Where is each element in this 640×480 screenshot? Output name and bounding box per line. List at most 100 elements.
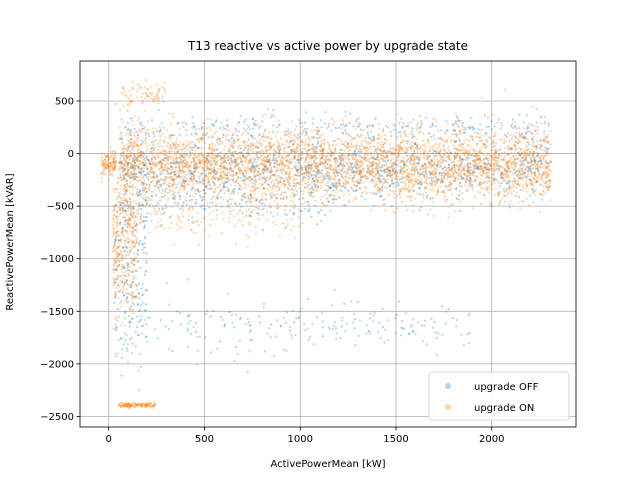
data-point xyxy=(328,177,331,181)
data-point xyxy=(396,113,399,116)
data-point xyxy=(484,146,487,149)
data-point xyxy=(129,117,132,120)
data-point xyxy=(476,165,479,168)
data-point xyxy=(296,169,299,172)
data-point xyxy=(185,140,188,143)
data-point xyxy=(489,136,492,139)
data-point xyxy=(249,134,252,137)
data-point xyxy=(192,122,195,125)
data-point xyxy=(443,144,446,147)
data-point xyxy=(379,166,382,169)
data-point xyxy=(125,296,128,299)
data-point xyxy=(372,156,375,160)
data-point xyxy=(217,167,220,171)
data-point xyxy=(429,198,432,201)
data-point xyxy=(494,156,497,159)
data-point xyxy=(434,171,437,174)
data-point xyxy=(457,178,460,181)
data-point xyxy=(404,155,407,158)
data-point xyxy=(268,131,271,134)
data-point xyxy=(425,196,428,199)
data-point xyxy=(177,166,180,169)
data-point xyxy=(145,162,148,165)
data-point xyxy=(294,188,298,191)
data-point xyxy=(174,157,177,160)
data-point xyxy=(453,133,456,136)
data-point xyxy=(267,189,270,192)
data-point xyxy=(235,128,238,131)
data-point xyxy=(223,155,226,158)
data-point xyxy=(366,164,369,167)
data-point xyxy=(300,144,303,147)
data-point xyxy=(209,172,212,175)
data-point xyxy=(128,145,131,148)
data-point xyxy=(258,133,261,136)
data-point xyxy=(160,184,163,187)
data-point xyxy=(137,195,140,198)
data-point xyxy=(490,205,493,208)
data-point xyxy=(464,158,467,161)
data-point xyxy=(141,127,144,131)
data-point xyxy=(347,150,350,153)
data-point xyxy=(158,199,162,202)
data-point xyxy=(534,189,537,192)
data-point xyxy=(302,175,305,178)
data-point xyxy=(281,176,284,179)
data-point xyxy=(131,147,134,151)
data-point xyxy=(129,170,132,174)
data-point xyxy=(321,165,325,168)
data-point xyxy=(389,147,392,150)
data-point xyxy=(509,133,512,136)
data-point xyxy=(128,174,131,177)
data-point xyxy=(141,151,144,155)
data-point xyxy=(432,200,435,204)
data-point xyxy=(291,175,294,178)
data-point xyxy=(164,187,168,191)
data-point xyxy=(130,261,133,264)
data-point xyxy=(499,164,502,167)
data-point xyxy=(296,158,299,161)
data-point xyxy=(131,166,134,169)
data-point xyxy=(466,163,469,166)
data-point xyxy=(420,183,423,186)
data-point xyxy=(281,157,284,160)
data-point xyxy=(426,213,429,216)
data-point xyxy=(433,175,436,178)
data-point xyxy=(222,185,225,188)
data-point xyxy=(238,187,241,190)
data-point xyxy=(139,168,142,171)
data-point xyxy=(528,177,531,181)
data-point xyxy=(379,168,382,171)
data-point xyxy=(146,212,149,215)
data-point xyxy=(204,173,207,176)
data-point xyxy=(479,136,482,139)
data-point xyxy=(479,159,482,162)
data-point xyxy=(153,172,156,175)
data-point xyxy=(340,325,343,328)
data-point xyxy=(285,350,288,353)
data-point xyxy=(128,185,131,188)
data-point xyxy=(337,126,341,129)
data-point xyxy=(473,155,476,158)
data-point xyxy=(503,138,506,141)
data-point xyxy=(180,175,183,179)
data-point xyxy=(490,120,493,123)
data-point xyxy=(462,146,465,149)
data-point xyxy=(179,181,182,184)
data-point xyxy=(391,182,394,186)
data-point xyxy=(298,118,301,121)
data-point xyxy=(524,135,527,139)
data-point xyxy=(497,155,500,158)
data-point xyxy=(248,330,251,333)
data-point xyxy=(125,143,128,146)
data-point xyxy=(482,142,485,145)
data-point xyxy=(123,145,126,148)
data-point xyxy=(220,188,223,191)
data-point xyxy=(344,157,347,160)
data-point xyxy=(505,134,508,137)
data-point xyxy=(404,312,407,315)
data-point xyxy=(149,163,152,166)
data-point xyxy=(231,313,234,317)
data-point xyxy=(295,190,298,193)
data-point xyxy=(468,169,471,173)
